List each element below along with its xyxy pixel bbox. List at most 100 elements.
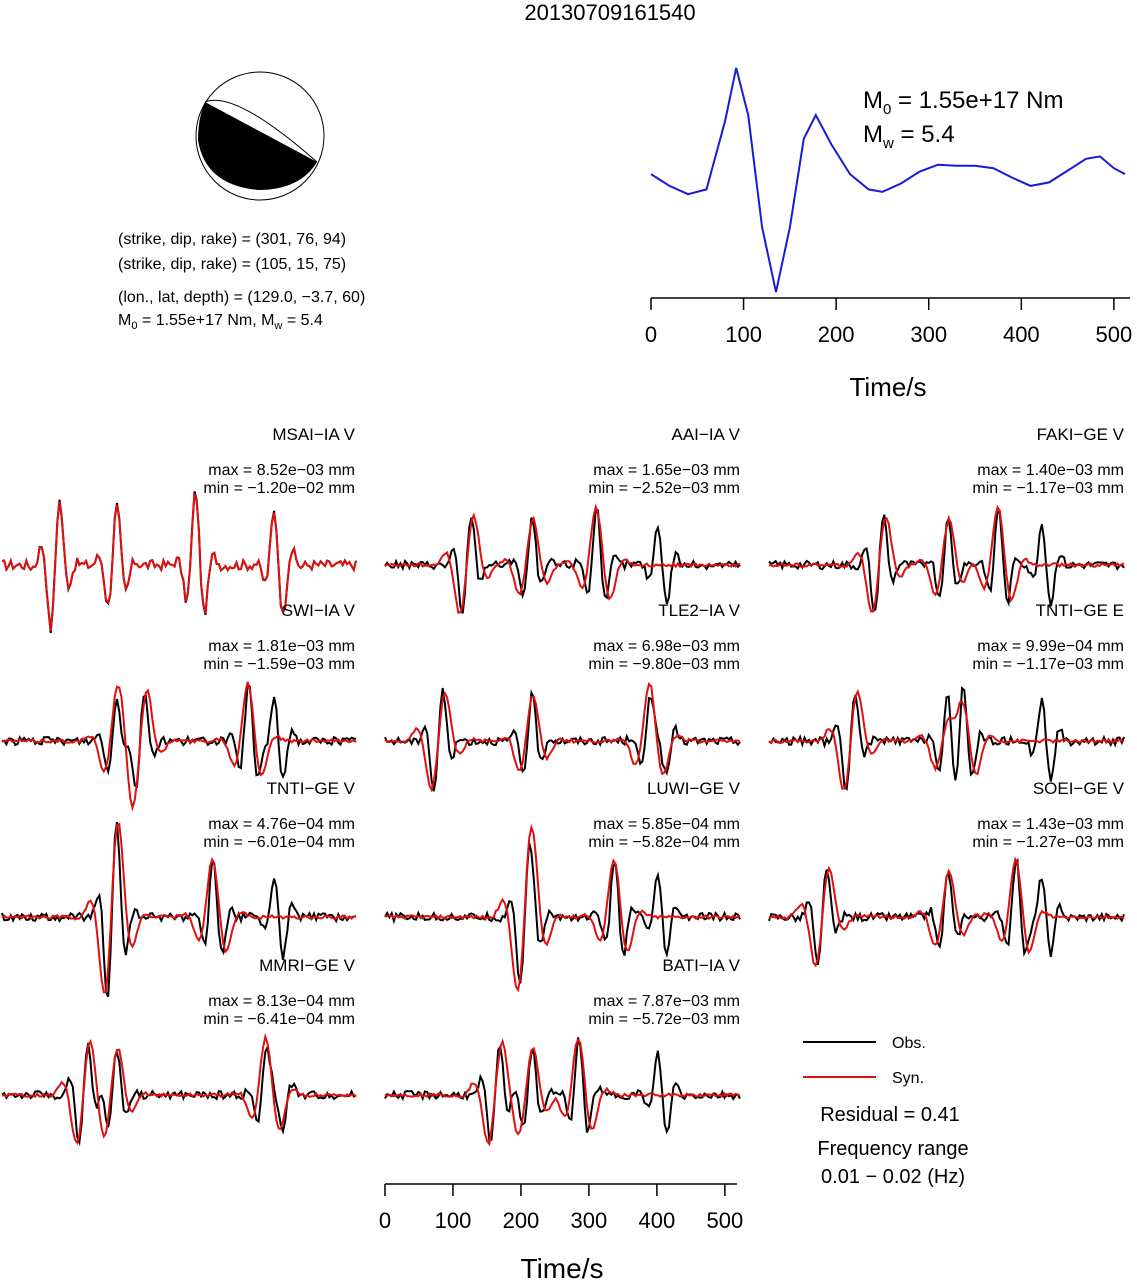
station-name: TLE2−IA V — [658, 601, 740, 620]
stf-mw-label: Mw = 5.4 — [863, 121, 955, 152]
observed-waveform — [1, 681, 357, 789]
bottom-tick-label: 100 — [435, 1208, 472, 1233]
stf-tick-label: 0 — [645, 322, 657, 347]
stf-tick-label: 200 — [818, 322, 855, 347]
synthetic-waveform — [384, 1037, 741, 1147]
station-min-amplitude: min = −9.80e−03 mm — [588, 656, 740, 673]
synthetic-waveform — [1, 822, 357, 994]
station-max-amplitude: max = 9.99e−04 mm — [977, 638, 1124, 655]
station-min-amplitude: min = −1.17e−03 mm — [972, 656, 1124, 673]
synthetic-waveform — [384, 503, 741, 614]
beachball-compressional-quadrant — [198, 102, 317, 190]
synthetic-waveform — [1, 493, 357, 632]
bottom-time-axis: 0 100 200 300 400 500 Time/s — [379, 1183, 743, 1283]
figure-title: 20130709161540 — [524, 0, 695, 25]
m0-sub: 0 — [131, 320, 138, 333]
station-min-amplitude: min = −5.82e−04 mm — [588, 834, 740, 851]
station-max-amplitude: max = 6.98e−03 mm — [593, 638, 740, 655]
station-name: AAI−IA V — [671, 425, 740, 444]
station-name: MMRI−GE V — [259, 956, 356, 975]
beachball — [195, 71, 325, 201]
station-min-amplitude: min = −2.52e−03 mm — [588, 480, 740, 497]
station-max-amplitude: max = 7.87e−03 mm — [593, 993, 740, 1010]
station-max-amplitude: max = 1.40e−03 mm — [977, 462, 1124, 479]
synthetic-waveform — [768, 856, 1125, 968]
stf-tick-label: 100 — [725, 322, 762, 347]
synthetic-waveform — [768, 504, 1125, 613]
mw-sub: w — [274, 320, 283, 333]
station-min-amplitude: min = −1.27e−03 mm — [972, 834, 1124, 851]
stf-tick-group: 0 100 200 300 400 500 — [645, 298, 1132, 347]
stf-m0-label: M0 = 1.55e+17 Nm — [863, 87, 1063, 118]
nodal-plane-2-text: (strike, dip, rake) = (105, 15, 75) — [118, 256, 347, 273]
bottom-tick-label: 500 — [706, 1208, 743, 1233]
station-max-amplitude: max = 4.76e−04 mm — [208, 816, 355, 833]
stf-tick-label: 300 — [910, 322, 947, 347]
bottom-tick-label: 0 — [379, 1208, 391, 1233]
station-name: TNTI−GE V — [267, 779, 356, 798]
station-name: SOEI−GE V — [1033, 779, 1125, 798]
m0-value: = 1.55e+17 Nm — [891, 87, 1063, 114]
station-min-amplitude: min = −1.20e−02 mm — [203, 480, 355, 497]
stf-tick-label: 500 — [1096, 322, 1133, 347]
station-name: MSAI−IA V — [272, 425, 355, 444]
synthetic-waveform — [384, 682, 741, 793]
synthetic-waveform — [768, 688, 1125, 790]
station-name: LUWI−GE V — [647, 779, 741, 798]
station-max-amplitude: max = 8.13e−04 mm — [208, 993, 355, 1010]
stf-tick-label: 400 — [1003, 322, 1040, 347]
bottom-tick-label: 300 — [571, 1208, 608, 1233]
station-max-amplitude: max = 1.65e−03 mm — [593, 462, 740, 479]
bottom-tick-group: 0 100 200 300 400 500 — [379, 1184, 743, 1233]
frequency-range-value: 0.01 − 0.02 (Hz) — [821, 1166, 965, 1188]
station-min-amplitude: min = −1.17e−03 mm — [972, 480, 1124, 497]
station-max-amplitude: max = 1.43e−03 mm — [977, 816, 1124, 833]
m0-subscript: 0 — [883, 101, 891, 118]
stf-series-line — [650, 67, 1126, 293]
station-max-amplitude: max = 5.85e−04 mm — [593, 816, 740, 833]
legend-obs-label: Obs. — [892, 1035, 926, 1052]
station-name: TNTI−GE E — [1036, 601, 1124, 620]
bottom-tick-label: 400 — [639, 1208, 676, 1233]
mw-subscript: w — [882, 135, 894, 152]
station-max-amplitude: max = 8.52e−03 mm — [208, 462, 355, 479]
legend: Obs. Syn. Residual = 0.41 Frequency rang… — [803, 1035, 969, 1188]
bottom-tick-label: 200 — [503, 1208, 540, 1233]
observed-waveform — [384, 1037, 741, 1142]
station-min-amplitude: min = −1.59e−03 mm — [203, 656, 355, 673]
synthetic-waveform — [1, 1032, 357, 1146]
moment-text: M0 = 1.55e+17 Nm, Mw = 5.4 — [118, 312, 323, 333]
synthetic-waveform — [1, 681, 357, 812]
nodal-plane-1-text: (strike, dip, rake) = (301, 76, 94) — [118, 231, 347, 248]
station-min-amplitude: min = −6.01e−04 mm — [203, 834, 355, 851]
stf-x-axis-label: Time/s — [849, 372, 926, 402]
stf-panel: 0 100 200 300 400 500 Time/s M0 = 1.55e+17 Nm… — [645, 67, 1132, 402]
station-name: BATI−IA V — [662, 956, 740, 975]
station-name: FAKI−GE V — [1037, 425, 1125, 444]
station-min-amplitude: min = −6.41e−04 mm — [203, 1011, 355, 1028]
station-min-amplitude: min = −5.72e−03 mm — [588, 1011, 740, 1028]
location-text: (lon., lat, depth) = (129.0, −3.7, 60) — [118, 289, 366, 306]
beachball-nodal-curve — [204, 99, 318, 163]
synthetic-waveform — [384, 823, 741, 993]
frequency-range-label: Frequency range — [817, 1138, 968, 1160]
mw-value: = 5.4 — [894, 121, 955, 148]
residual-label: Residual = 0.41 — [820, 1104, 960, 1126]
observed-waveform — [384, 687, 741, 792]
station-max-amplitude: max = 1.81e−03 mm — [208, 638, 355, 655]
bottom-x-axis-label: Time/s — [521, 1253, 604, 1283]
station-name: SWI−IA V — [282, 601, 356, 620]
